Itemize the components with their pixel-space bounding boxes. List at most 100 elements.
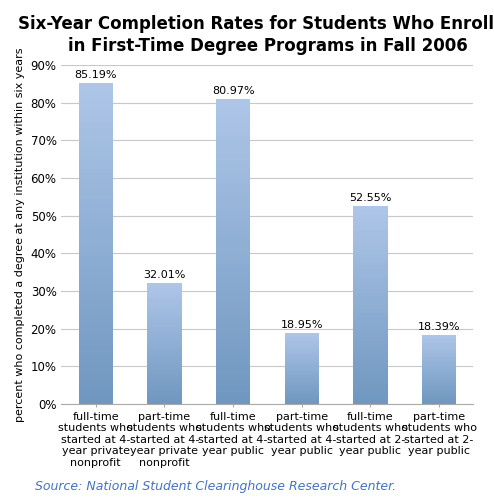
Bar xyxy=(285,340,319,341)
Bar xyxy=(422,353,456,354)
Bar xyxy=(79,147,113,154)
Bar xyxy=(422,360,456,361)
Bar xyxy=(353,206,388,404)
Bar xyxy=(285,385,319,387)
Bar xyxy=(285,351,319,353)
Bar xyxy=(216,209,250,215)
Bar xyxy=(353,373,388,376)
Bar xyxy=(353,265,388,269)
Bar xyxy=(147,291,182,293)
Bar xyxy=(216,197,250,203)
Bar xyxy=(353,337,388,341)
Bar xyxy=(79,225,113,231)
Bar xyxy=(147,356,182,358)
Bar xyxy=(79,372,113,378)
Bar xyxy=(285,354,319,356)
Bar xyxy=(285,391,319,392)
Bar xyxy=(285,366,319,367)
Bar xyxy=(79,314,113,321)
Bar xyxy=(422,345,456,346)
Bar xyxy=(147,375,182,377)
Bar xyxy=(216,325,250,331)
Bar xyxy=(147,349,182,351)
Bar xyxy=(353,242,388,246)
Bar xyxy=(79,115,113,122)
Bar xyxy=(216,246,250,251)
Bar xyxy=(79,154,113,160)
Bar xyxy=(79,212,113,218)
Bar xyxy=(353,388,388,392)
Bar xyxy=(422,400,456,401)
Bar xyxy=(422,335,456,404)
Bar xyxy=(422,382,456,383)
Bar xyxy=(285,347,319,349)
Bar xyxy=(147,363,182,366)
Bar xyxy=(285,360,319,361)
Bar xyxy=(285,400,319,401)
Bar xyxy=(422,374,456,375)
Bar xyxy=(285,394,319,395)
Bar xyxy=(285,382,319,384)
Bar xyxy=(422,356,456,357)
Bar xyxy=(216,294,250,300)
Bar xyxy=(353,257,388,261)
Bar xyxy=(285,401,319,402)
Bar xyxy=(79,295,113,301)
Bar xyxy=(79,378,113,385)
Bar xyxy=(147,382,182,385)
Bar xyxy=(422,398,456,400)
Bar xyxy=(422,379,456,380)
Bar xyxy=(285,337,319,338)
Bar xyxy=(285,381,319,382)
Bar xyxy=(79,192,113,199)
Bar xyxy=(422,387,456,389)
Bar xyxy=(216,135,250,142)
Bar xyxy=(216,288,250,294)
Bar xyxy=(353,361,388,365)
Bar xyxy=(147,293,182,295)
Bar xyxy=(285,384,319,385)
Bar xyxy=(216,374,250,379)
Bar xyxy=(422,357,456,359)
Bar xyxy=(216,129,250,135)
Bar xyxy=(285,390,319,391)
Bar xyxy=(353,400,388,404)
Text: 32.01%: 32.01% xyxy=(143,270,186,280)
Bar xyxy=(422,394,456,396)
Bar xyxy=(147,361,182,363)
Bar xyxy=(422,384,456,386)
Bar xyxy=(147,332,182,334)
Bar xyxy=(353,218,388,222)
Bar xyxy=(147,392,182,394)
Bar xyxy=(422,367,456,368)
Bar xyxy=(79,391,113,397)
Bar xyxy=(285,346,319,347)
Bar xyxy=(147,283,182,286)
Bar xyxy=(285,398,319,400)
Bar xyxy=(422,340,456,342)
Bar xyxy=(216,240,250,246)
Bar xyxy=(422,349,456,350)
Bar xyxy=(79,103,113,109)
Bar xyxy=(422,368,456,370)
Bar xyxy=(79,269,113,276)
Bar xyxy=(285,373,319,374)
Bar xyxy=(147,288,182,291)
Bar xyxy=(147,298,182,300)
Bar xyxy=(353,249,388,253)
Bar xyxy=(79,173,113,179)
Bar xyxy=(79,179,113,186)
Bar xyxy=(216,398,250,404)
Bar xyxy=(79,308,113,314)
Bar xyxy=(353,293,388,297)
Bar xyxy=(353,365,388,369)
Bar xyxy=(147,387,182,389)
Bar xyxy=(79,218,113,225)
Bar xyxy=(285,333,319,404)
Bar xyxy=(422,365,456,367)
Bar xyxy=(216,386,250,392)
Bar xyxy=(353,305,388,309)
Y-axis label: percent who completed a degree at any institution within six years: percent who completed a degree at any in… xyxy=(15,47,25,422)
Bar xyxy=(147,389,182,392)
Bar xyxy=(285,402,319,404)
